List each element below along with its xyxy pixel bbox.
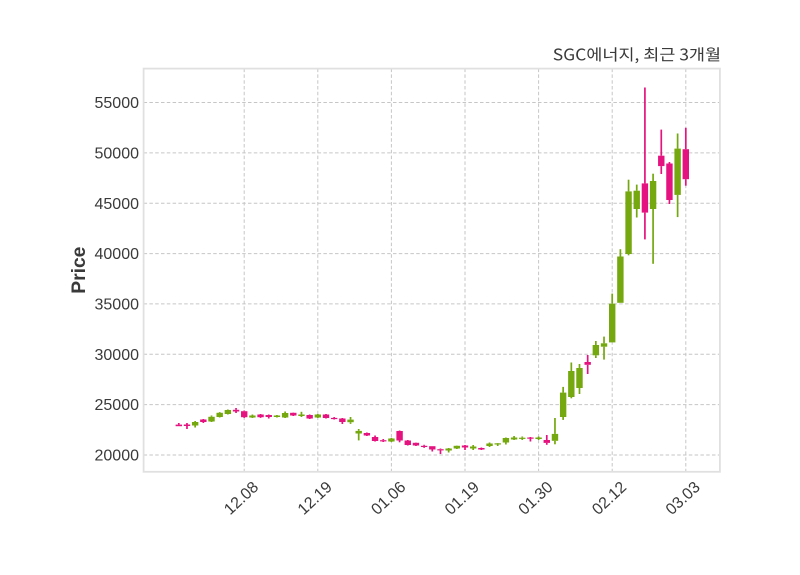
svg-text:40000: 40000 [95, 246, 140, 263]
svg-text:35000: 35000 [95, 297, 140, 314]
svg-text:45000: 45000 [95, 196, 140, 213]
svg-text:50000: 50000 [95, 146, 140, 163]
svg-text:20000: 20000 [95, 448, 140, 465]
svg-text:30000: 30000 [95, 347, 140, 364]
svg-text:55000: 55000 [95, 95, 140, 112]
svg-text:Price: Price [69, 246, 90, 293]
svg-text:25000: 25000 [95, 397, 140, 414]
